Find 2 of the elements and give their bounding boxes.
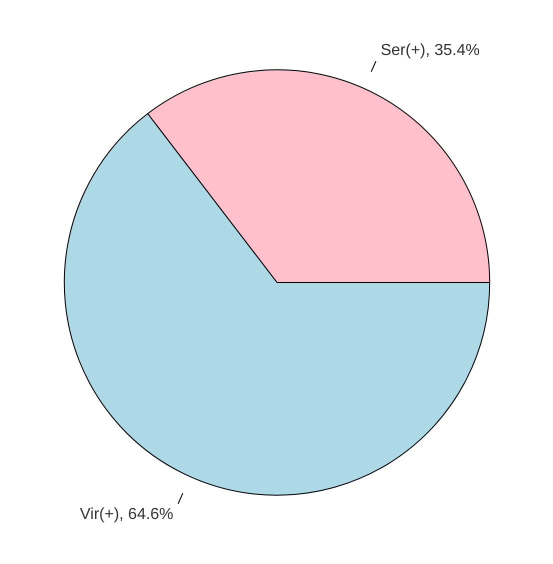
slice-label: Ser(+), 35.4% xyxy=(380,42,480,60)
slice-label: Vir(+), 64.6% xyxy=(80,506,174,523)
